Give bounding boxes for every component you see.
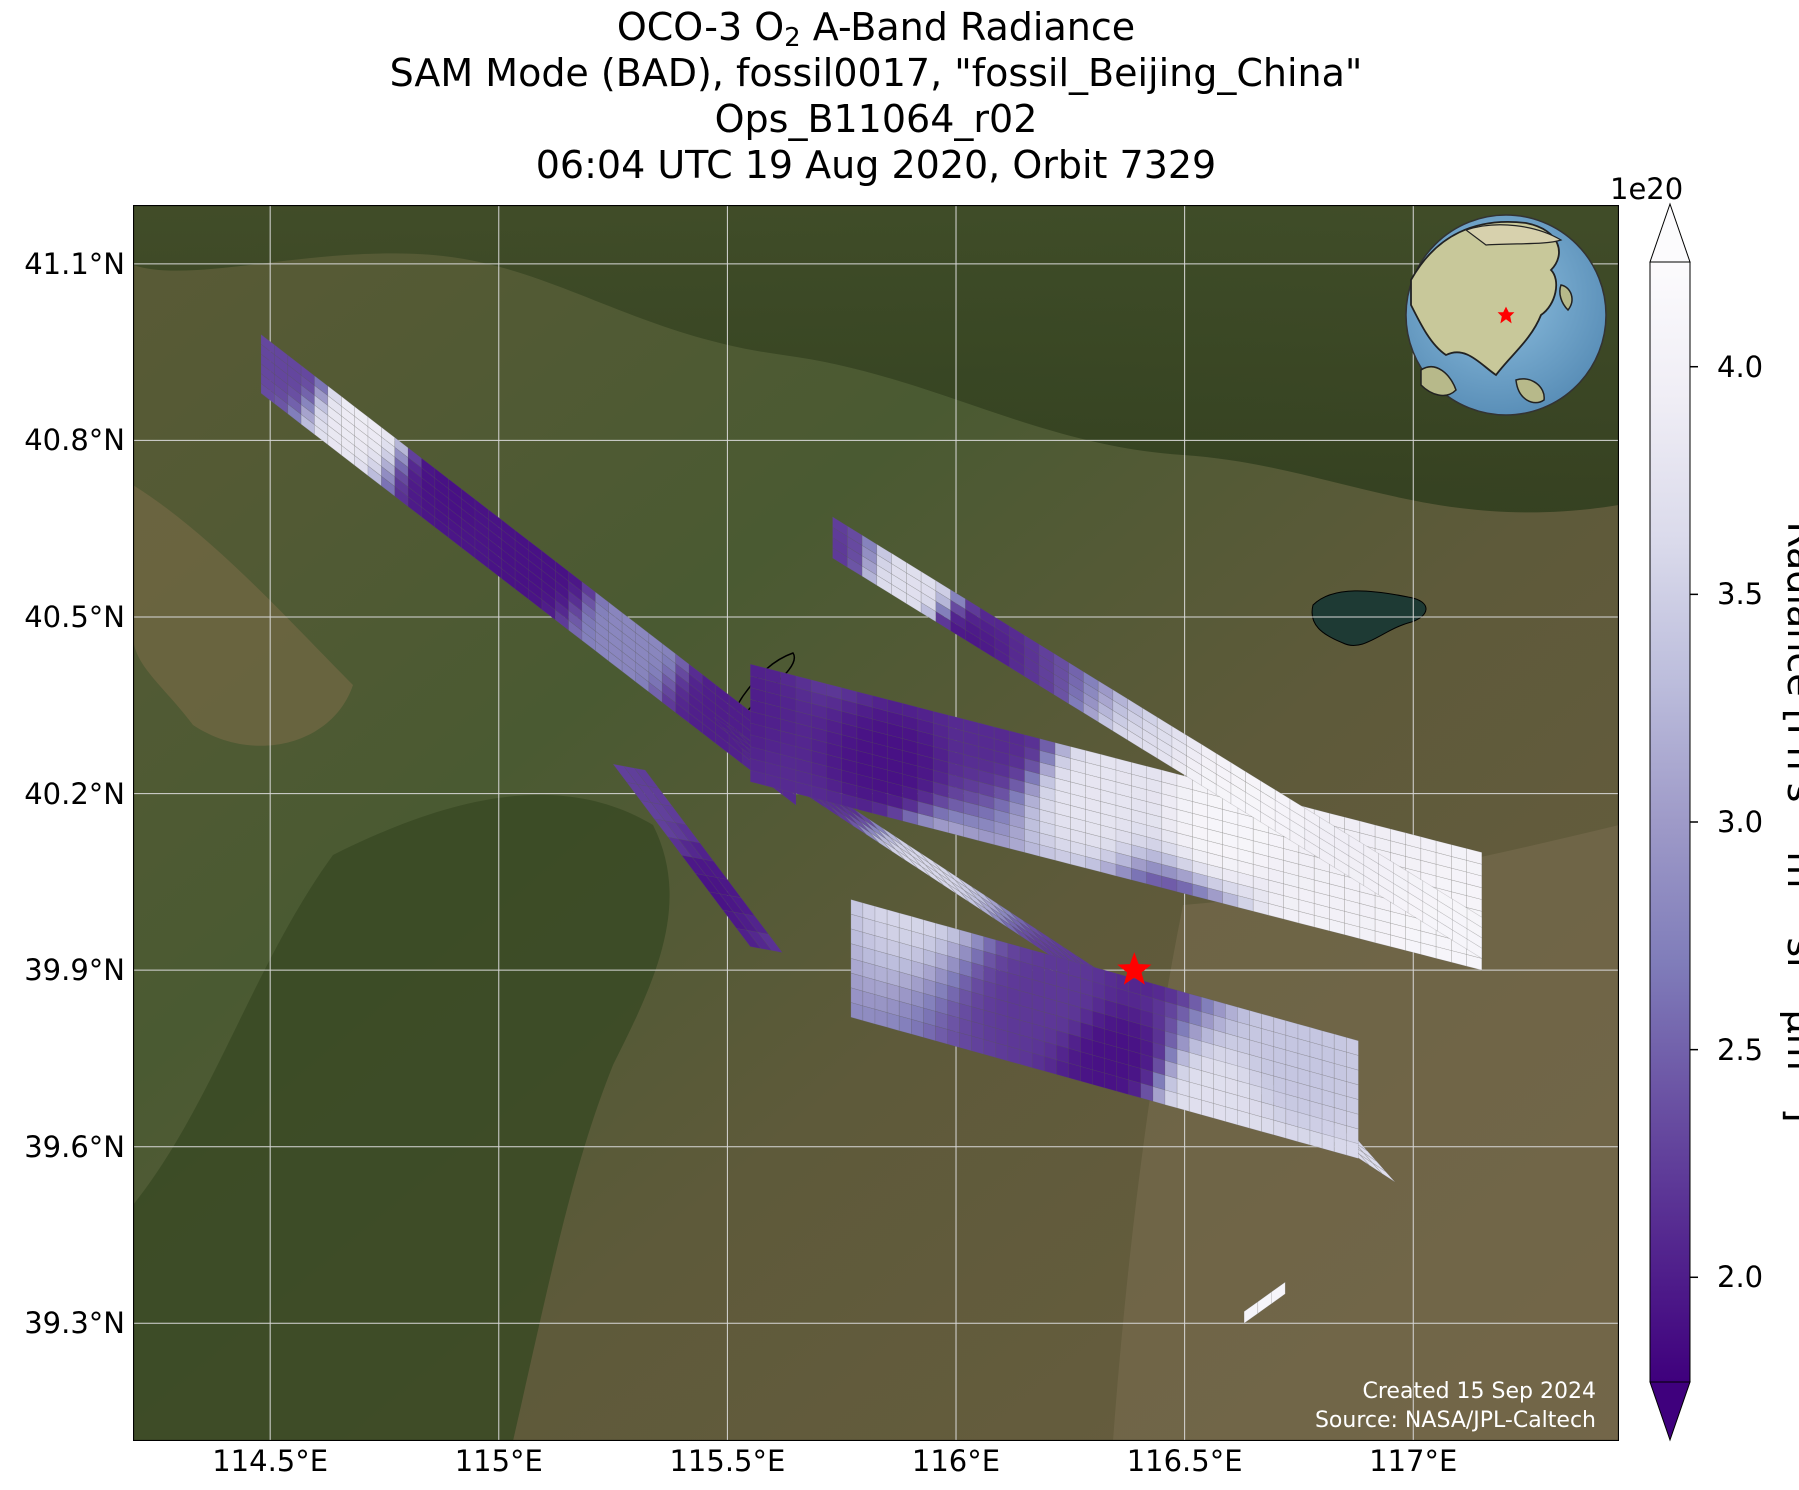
radiance-cell xyxy=(959,1032,973,1052)
radiance-cell xyxy=(1080,1066,1093,1085)
colorbar-tick-label: 2.5 xyxy=(1717,1032,1764,1067)
radiance-cell xyxy=(1225,1106,1238,1126)
colorbar-extend-min xyxy=(1649,1381,1691,1442)
radiance-cell xyxy=(1055,1059,1069,1079)
swath-strip-south xyxy=(850,899,1359,1159)
lon-tick-label: 116.5°E xyxy=(1126,1444,1243,1478)
radiance-cell xyxy=(935,1025,948,1045)
lon-tick-label: 115°E xyxy=(454,1444,543,1478)
radiance-cell xyxy=(850,1002,864,1021)
radiance-cell xyxy=(862,1005,876,1025)
satellite-background xyxy=(133,205,1619,1441)
colorbar-multiplier: 1e20 xyxy=(1610,172,1684,206)
swath-strip-north xyxy=(832,516,1483,959)
radiance-cell xyxy=(1261,1116,1275,1136)
target-star-icon xyxy=(1117,952,1152,985)
radiance-cell xyxy=(1346,1140,1359,1159)
radiance-cell xyxy=(1321,1133,1335,1153)
radiance-cell xyxy=(874,1008,888,1028)
lat-tick-label: 39.6°N xyxy=(24,1129,125,1164)
map-frame xyxy=(133,205,1619,1441)
radiance-cell xyxy=(1043,1055,1057,1075)
radiance-cell xyxy=(1140,1082,1154,1102)
globe-locator-icon xyxy=(1405,214,1607,416)
radiance-cell xyxy=(1372,1163,1396,1183)
radiance-cell xyxy=(1213,1103,1226,1122)
radiance-cell xyxy=(1176,1092,1190,1112)
radiance-cell xyxy=(898,1015,912,1035)
radiance-cell xyxy=(1152,1086,1166,1106)
radiance-cell xyxy=(1309,1129,1323,1149)
radiance-cell xyxy=(1297,1126,1311,1146)
radiance-cell xyxy=(983,1039,997,1058)
lat-tick-label: 39.9°N xyxy=(24,953,125,988)
lat-tick-label: 39.3°N xyxy=(24,1306,125,1341)
radiance-cell xyxy=(1285,1123,1299,1143)
colorbar-tick-label: 4.0 xyxy=(1717,349,1764,384)
radiance-cell xyxy=(910,1018,924,1038)
map-panel[interactable]: Created 15 Sep 2024 Source: NASA/JPL-Cal… xyxy=(133,205,1619,1441)
lon-tick-label: 114.5°E xyxy=(212,1444,329,1478)
radiance-cell xyxy=(1466,848,1483,865)
colorbar-tick-label: 2.0 xyxy=(1717,1260,1764,1295)
radiance-cell xyxy=(1007,1045,1021,1065)
credit-source: Source: NASA/JPL-Caltech xyxy=(1315,1408,1596,1433)
radiance-swath xyxy=(260,333,1483,1324)
swath-fragment-west xyxy=(612,763,784,953)
radiance-cell xyxy=(971,1035,985,1055)
radiance-cell xyxy=(886,1012,900,1032)
radiance-cell xyxy=(1031,1052,1045,1072)
colorbar xyxy=(1649,202,1698,1442)
colorbar-tick-label: 3.5 xyxy=(1717,577,1764,612)
colorbar-label: Radiance [Ph s−1 m−2 sr−1μm−1] xyxy=(1779,521,1799,1122)
radiance-cell xyxy=(1249,1113,1262,1132)
title-line-1: OCO-3 O2 A-Band Radiance xyxy=(616,5,1136,53)
radiance-cell xyxy=(1271,1281,1286,1305)
radiance-cell xyxy=(1466,907,1483,929)
radiance-cell xyxy=(1128,1079,1142,1099)
figure-title: OCO-3 O2 A-Band Radiance SAM Mode (BAD),… xyxy=(133,4,1619,188)
swath-fragment-south xyxy=(1243,1281,1286,1324)
radiance-cell xyxy=(757,931,784,953)
radiance-cell xyxy=(1188,1096,1202,1116)
radiance-cell xyxy=(1237,1109,1250,1129)
colorbar-tick-label: 3.0 xyxy=(1717,805,1764,839)
title-line-3: Ops_B11064_r02 xyxy=(714,97,1038,141)
lat-tick-label: 40.2°N xyxy=(24,776,125,811)
lat-tick-label: 40.8°N xyxy=(24,423,125,458)
radiance-cell xyxy=(1164,1089,1178,1109)
radiance-cell xyxy=(1104,1072,1118,1092)
radiance-cell xyxy=(1201,1099,1214,1119)
radiance-cell xyxy=(1019,1049,1033,1069)
credit-created: Created 15 Sep 2024 xyxy=(1363,1379,1597,1404)
radiance-cell xyxy=(923,1022,936,1042)
title-line-2: SAM Mode (BAD), fossil0017, "fossil_Beij… xyxy=(389,51,1363,95)
radiance-cell xyxy=(1116,1076,1130,1095)
lon-tick-label: 116°E xyxy=(911,1444,1001,1478)
lon-tick-label: 117°E xyxy=(1369,1444,1458,1478)
lat-tick-label: 41.1°N xyxy=(24,246,125,281)
radiance-cell xyxy=(995,1042,1009,1062)
radiance-cell xyxy=(947,1029,960,1048)
target-star-shape xyxy=(1117,952,1152,985)
radiance-cell xyxy=(1333,1136,1347,1156)
lat-tick-label: 40.5°N xyxy=(24,600,125,634)
radiance-cell xyxy=(1273,1119,1287,1139)
radiance-cell xyxy=(1092,1069,1105,1089)
colorbar-extend-max xyxy=(1649,202,1691,263)
title-line-4: 06:04 UTC 19 Aug 2020, Orbit 7329 xyxy=(535,143,1217,187)
radiance-cell xyxy=(1068,1062,1081,1082)
colorbar-gradient xyxy=(1649,261,1691,1383)
lon-tick-label: 115.5°E xyxy=(669,1444,786,1478)
